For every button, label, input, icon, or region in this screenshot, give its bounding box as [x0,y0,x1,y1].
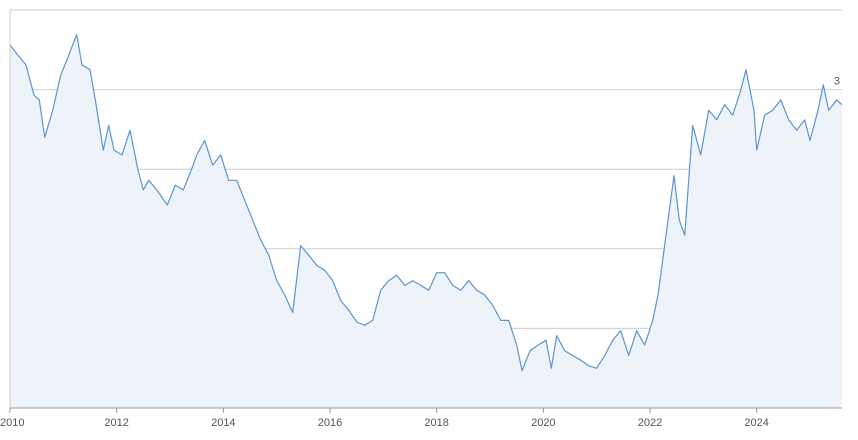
x-tick-label: 2012 [104,417,128,429]
y-tick-label: 3 [834,76,840,88]
x-tick-label: 2014 [211,417,235,429]
x-tick-label: 2024 [744,417,768,429]
x-tick-label: 2010 [0,417,24,429]
x-tick-label: 2020 [531,417,555,429]
x-tick-label: 2018 [424,417,448,429]
line [9,34,843,372]
x-tick-label: 2022 [638,417,662,429]
x-tick-label: 2016 [318,417,342,429]
area-fill [10,34,842,408]
